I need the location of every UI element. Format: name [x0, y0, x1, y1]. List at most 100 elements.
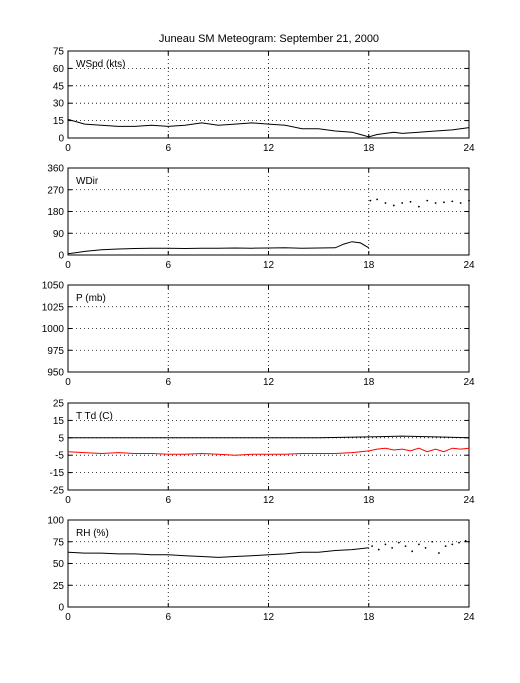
y-tick-label: 45 — [53, 81, 65, 92]
panel-4: 0 6 12 18 24 -25 -15 -5 5 15 25 T Td (C) — [50, 399, 475, 507]
data-point — [438, 552, 440, 554]
x-tick-label: 0 — [65, 377, 71, 388]
y-tick-label: 100 — [47, 516, 64, 527]
panel-1: 0 6 12 18 24 0 15 30 45 60 75 WSpd (kts) — [53, 47, 475, 155]
y-tick-label: 25 — [53, 581, 65, 592]
data-point — [377, 548, 380, 551]
x-tick-label: 24 — [463, 143, 475, 154]
axes-frame — [67, 402, 470, 491]
data-point — [371, 545, 373, 547]
data-point — [468, 199, 470, 202]
y-tick-label: 60 — [53, 64, 65, 75]
data-point — [459, 202, 462, 204]
y-tick-label: 5 — [58, 433, 64, 444]
series-1-line — [67, 241, 370, 255]
y-tick-label: -15 — [50, 468, 65, 479]
x-tick-label: 18 — [363, 612, 375, 623]
x-tick-label: 12 — [263, 260, 275, 271]
y-tick-label: 1050 — [42, 281, 65, 292]
x-tick-label: 6 — [165, 377, 171, 388]
y-tick-label: 975 — [47, 346, 64, 357]
data-point — [376, 198, 379, 201]
panel-label: WDir — [76, 176, 99, 187]
x-tick-label: 12 — [263, 377, 275, 388]
x-tick-label: 0 — [65, 260, 71, 271]
data-point — [443, 201, 445, 204]
data-point — [417, 205, 420, 208]
data-point — [411, 550, 414, 553]
x-tick-label: 18 — [363, 377, 375, 388]
data-point — [409, 200, 412, 203]
x-tick-label: 24 — [463, 612, 475, 623]
panel-2: 0 6 12 18 24 0 90 180 270 360 WDir — [47, 164, 475, 272]
series-2-points — [369, 198, 470, 208]
series-1-line — [67, 547, 369, 558]
x-tick-label: 12 — [263, 495, 275, 506]
y-tick-label: 1000 — [42, 324, 65, 335]
y-tick-label: -5 — [55, 451, 64, 462]
x-tick-label: 24 — [463, 377, 475, 388]
y-tick-label: 75 — [53, 537, 65, 548]
x-tick-label: 12 — [263, 612, 275, 623]
y-tick-label: 0 — [58, 603, 64, 614]
y-tick-label: 75 — [53, 47, 65, 58]
x-tick-label: 0 — [65, 495, 71, 506]
panel-3: 0 6 12 18 24 950 975 1000 1025 1050 P (mb) — [42, 281, 475, 389]
series-1-line — [67, 118, 470, 138]
y-tick-label: 360 — [47, 164, 64, 175]
data-point — [391, 546, 394, 549]
y-tick-label: 30 — [53, 99, 65, 110]
data-point — [458, 541, 460, 544]
y-tick-label: 50 — [53, 559, 65, 570]
data-point — [417, 543, 420, 546]
x-tick-label: 6 — [165, 260, 171, 271]
x-tick-label: 24 — [463, 495, 475, 506]
data-point — [384, 543, 387, 546]
data-point — [401, 202, 404, 204]
x-tick-label: 18 — [363, 495, 375, 506]
x-tick-label: 24 — [463, 260, 475, 271]
x-tick-label: 6 — [165, 612, 171, 623]
data-point — [434, 202, 437, 204]
series-2-line — [67, 447, 470, 456]
data-point — [369, 199, 372, 202]
y-tick-label: 1025 — [42, 302, 65, 313]
y-tick-label: 180 — [47, 207, 64, 218]
data-point — [464, 539, 467, 542]
panel-label: T Td (C) — [76, 411, 113, 422]
y-tick-label: 950 — [47, 368, 64, 379]
panel-label: P (mb) — [76, 293, 106, 304]
data-point — [444, 545, 447, 547]
series-2-points — [371, 539, 470, 554]
data-point — [392, 204, 395, 207]
x-tick-label: 6 — [165, 143, 171, 154]
x-tick-label: 18 — [363, 143, 375, 154]
figure-title: Juneau SM Meteogram: September 21, 2000 — [159, 33, 379, 45]
panel-label: WSpd (kts) — [76, 59, 125, 70]
y-tick-label: 90 — [53, 229, 65, 240]
y-tick-label: 15 — [53, 416, 65, 427]
panel-5: 0 6 12 18 24 0 25 50 75 100 RH (%) — [47, 516, 475, 624]
data-point — [451, 543, 454, 546]
data-point — [384, 202, 387, 204]
series-1-line — [68, 435, 470, 439]
y-tick-label: 0 — [58, 251, 64, 262]
x-tick-label: 12 — [263, 143, 275, 154]
data-point — [431, 540, 434, 543]
x-tick-label: 0 — [65, 612, 71, 623]
panel-label: RH (%) — [76, 528, 109, 539]
y-tick-label: -25 — [50, 486, 65, 497]
data-point — [426, 199, 429, 202]
y-tick-label: 270 — [47, 185, 64, 196]
x-tick-label: 6 — [165, 495, 171, 506]
data-point — [397, 541, 400, 544]
data-point — [404, 545, 407, 547]
data-point — [468, 540, 470, 543]
y-tick-label: 15 — [53, 116, 65, 127]
data-point — [451, 200, 454, 203]
axes-frame — [67, 50, 470, 139]
x-tick-label: 0 — [65, 143, 71, 154]
y-tick-label: 25 — [53, 399, 65, 410]
